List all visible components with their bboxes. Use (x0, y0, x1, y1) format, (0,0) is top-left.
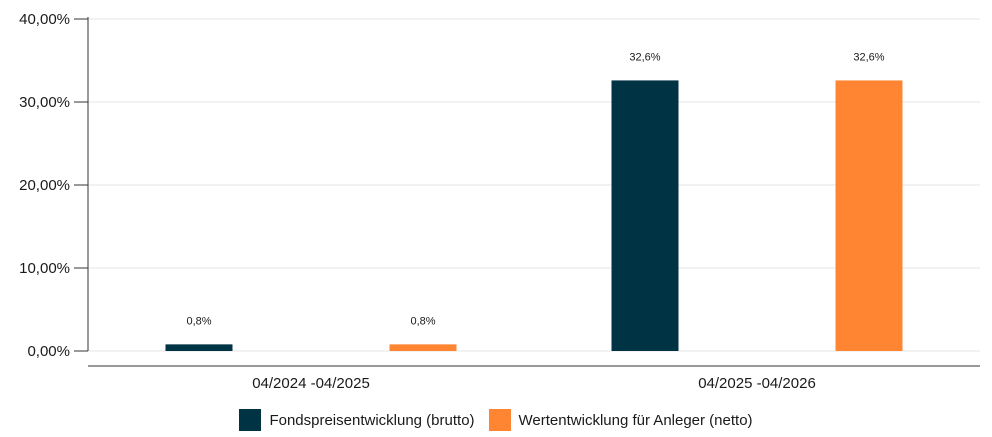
data-label: 0,8% (186, 315, 211, 327)
y-tick-label: 40,00% (19, 11, 70, 28)
bar (389, 344, 457, 351)
legend-item-brutto: Fondspreisentwicklung (brutto) (239, 409, 475, 431)
legend-swatch-brutto (239, 409, 262, 431)
legend-label-netto: Wertentwicklung für Anleger (netto) (518, 411, 753, 429)
y-tick-label: 10,00% (19, 260, 70, 277)
legend-swatch-netto (488, 409, 511, 431)
data-label: 32,6% (629, 51, 660, 63)
bar (611, 80, 679, 352)
legend-item-netto: Wertentwicklung für Anleger (netto) (488, 409, 753, 431)
legend: Fondspreisentwicklung (brutto) Wertentwi… (0, 409, 992, 431)
bar (835, 80, 903, 352)
category-label: 04/2025 -04/2026 (698, 375, 816, 392)
y-tick-label: 20,00% (19, 177, 70, 194)
legend-label-brutto: Fondspreisentwicklung (brutto) (269, 411, 475, 429)
y-tick-label: 0,00% (27, 343, 70, 360)
category-label: 04/2024 -04/2025 (252, 375, 370, 392)
data-label: 0,8% (410, 315, 435, 327)
bar-chart: 0,00% 10,00% 20,00% 30,00% 40,00% 0,8% 0,8% 04/… (19, 11, 980, 392)
bar (165, 344, 233, 351)
data-label: 32,6% (853, 51, 884, 63)
y-tick-label: 30,00% (19, 94, 70, 111)
